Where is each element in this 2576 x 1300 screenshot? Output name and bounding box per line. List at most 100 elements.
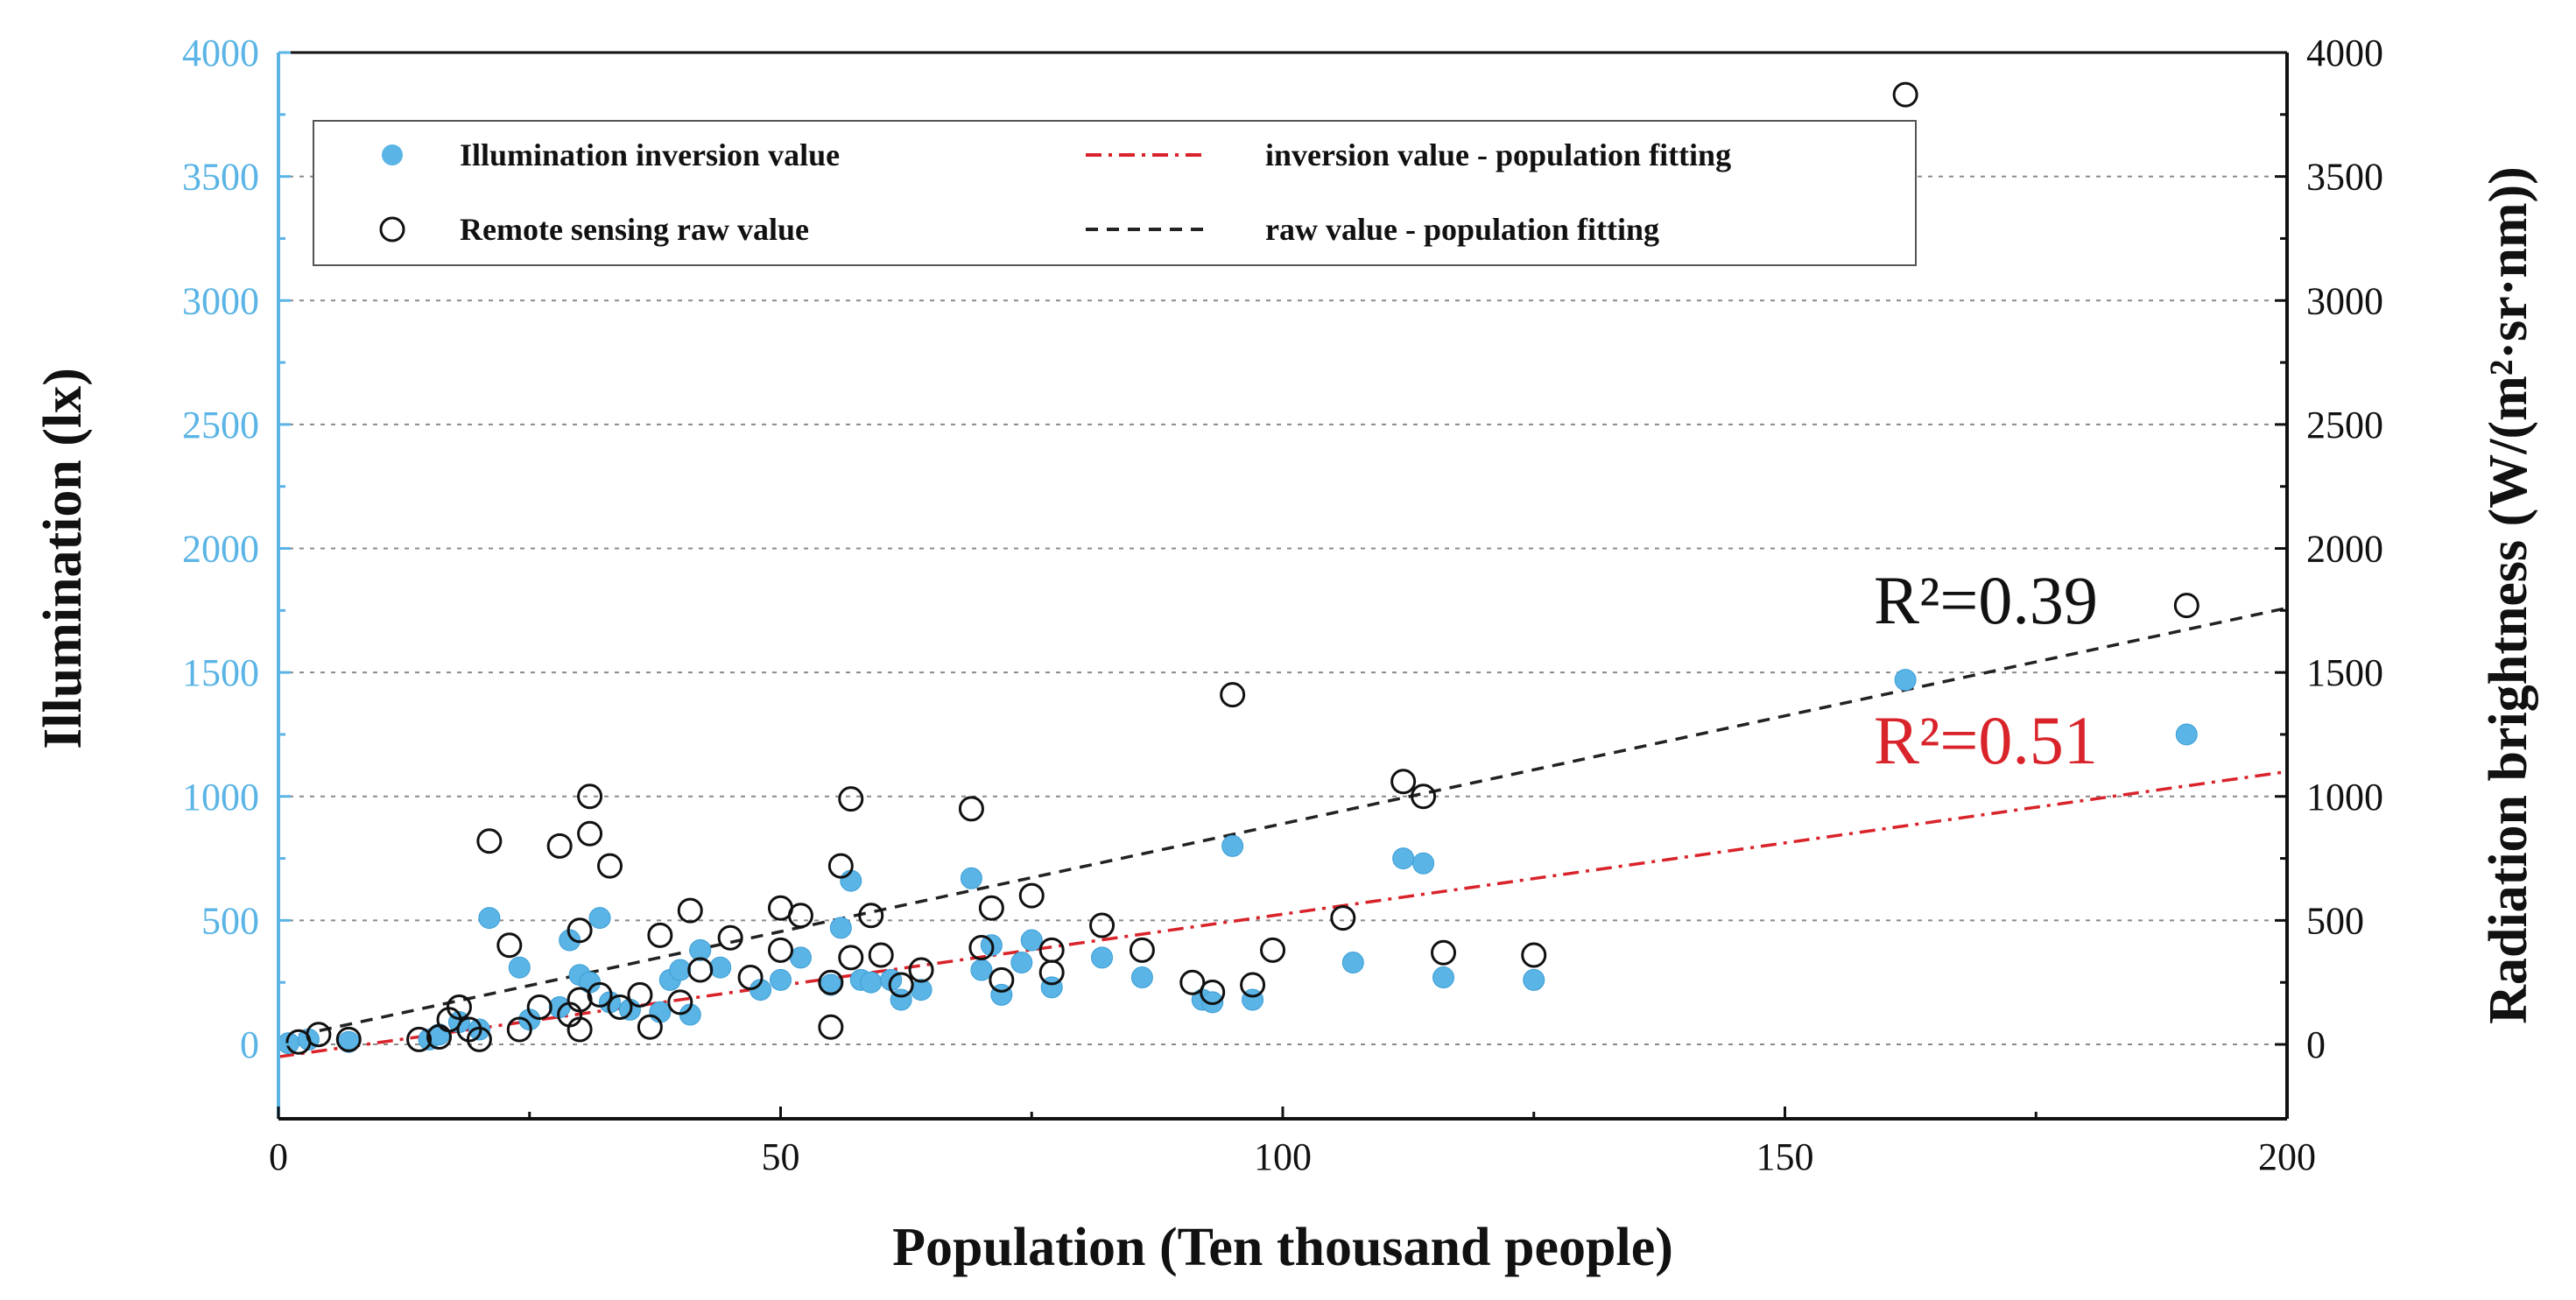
y-axis-left-title: Illumination (lx) (33, 368, 93, 749)
raw-point (989, 966, 1015, 993)
inversion-point (1523, 968, 1545, 991)
y-left-tick-label: 1500 (182, 651, 259, 694)
inversion-point (478, 907, 501, 930)
inversion-point (1432, 966, 1455, 989)
inversion-point (1221, 834, 1244, 857)
inversion-point (689, 938, 712, 961)
raw-point (858, 903, 884, 929)
raw-point (1179, 969, 1206, 995)
raw-point (607, 994, 633, 1021)
inversion-point (468, 1018, 490, 1041)
raw-point (968, 935, 995, 961)
inversion-point (508, 956, 531, 979)
raw-point (768, 937, 793, 963)
inversion-point (669, 959, 692, 981)
inversion-point (1894, 669, 1917, 692)
inversion-point (970, 959, 993, 981)
inversion-point (2175, 723, 2198, 746)
inversion-point (789, 946, 812, 969)
legend: Illumination inversion value inversion v… (313, 120, 1917, 266)
raw-point (466, 1026, 492, 1052)
y-left-tick-label: 4000 (182, 32, 259, 74)
fit-line-raw (278, 606, 2288, 1042)
raw-point (838, 786, 864, 812)
raw-point (335, 1026, 362, 1052)
inversion-point (1010, 952, 1033, 974)
y-right-tick-label: 1000 (2306, 776, 2383, 819)
raw-point (587, 981, 613, 1008)
legend-marker-raw (379, 216, 405, 242)
raw-point (1390, 769, 1417, 795)
raw-point (1260, 937, 1286, 963)
y-right-tick-label: 500 (2306, 899, 2364, 942)
x-axis-title: Population (Ten thousand people) (892, 1218, 1673, 1277)
inversion-point (829, 917, 852, 939)
legend-label-raw-fit: raw value - population fitting (1265, 212, 1659, 247)
x-tick-label: 0 (269, 1135, 288, 1178)
raw-point (838, 945, 864, 971)
raw-point (1521, 942, 1547, 968)
r2-label-inversion: R²=0.51 (1874, 702, 2098, 778)
raw-point (787, 903, 813, 929)
legend-label-raw: Remote sensing raw value (460, 212, 809, 247)
x-tick-label: 150 (1756, 1135, 1814, 1178)
raw-point (1018, 882, 1045, 909)
inversion-point (1130, 966, 1153, 989)
inversion-point (1412, 852, 1435, 875)
r2-label-raw: R²=0.39 (1874, 562, 2098, 638)
inversion-point (559, 929, 581, 952)
raw-point (667, 989, 693, 1015)
raw-point (577, 820, 603, 847)
legend-label-inversion-fit: inversion value - population fitting (1265, 137, 1731, 172)
y-left-tick-label: 2500 (182, 404, 259, 446)
y-left-tick-label: 2000 (182, 528, 259, 571)
y-right-tick-label: 1500 (2306, 651, 2383, 694)
raw-point (818, 1014, 844, 1040)
inversion-point (1020, 929, 1043, 952)
raw-point (677, 897, 703, 924)
raw-point (978, 895, 1004, 921)
y-left-tick-label: 3000 (182, 279, 259, 322)
raw-point (546, 833, 573, 859)
inversion-point (709, 956, 732, 979)
inversion-point (860, 971, 883, 994)
tick-labels: 0500100015002000250030003500400005001000… (182, 32, 2383, 1178)
raw-point (647, 922, 673, 948)
raw-point (1129, 937, 1155, 963)
y-right-tick-label: 4000 (2306, 32, 2383, 74)
raw-point (2173, 593, 2199, 619)
legend-label-inversion: Illumination inversion value (460, 137, 840, 172)
raw-point (1038, 959, 1065, 986)
data-points (277, 81, 2199, 1055)
raw-point (958, 796, 984, 822)
x-tick-label: 200 (2258, 1135, 2316, 1178)
y-left-tick-label: 500 (201, 899, 259, 942)
raw-point (476, 828, 503, 854)
raw-point (637, 1014, 663, 1040)
raw-point (1220, 682, 1246, 708)
raw-point (737, 965, 764, 991)
raw-point (888, 972, 914, 998)
y-axis-right-title: Radiation brightness (W/(m²·sr·nm)) (2479, 166, 2538, 1024)
y-right-tick-label: 2500 (2306, 404, 2383, 446)
raw-point (687, 957, 714, 983)
inversion-point (1341, 952, 1364, 974)
raw-point (827, 853, 854, 879)
raw-point (567, 1016, 593, 1043)
raw-point (496, 932, 523, 959)
y-right-tick-label: 3500 (2306, 156, 2383, 199)
raw-point (818, 969, 844, 995)
raw-point (1411, 784, 1437, 810)
raw-point (1330, 905, 1356, 931)
raw-point (406, 1026, 433, 1052)
axes (277, 51, 2289, 1121)
raw-point (1240, 972, 1266, 998)
y-left-tick-label: 3500 (182, 156, 259, 199)
inversion-point (770, 968, 792, 991)
raw-point (908, 957, 934, 983)
inversion-point (1091, 946, 1114, 969)
inversion-point (960, 867, 982, 889)
raw-point (1200, 980, 1226, 1006)
inversion-point (1201, 991, 1224, 1014)
